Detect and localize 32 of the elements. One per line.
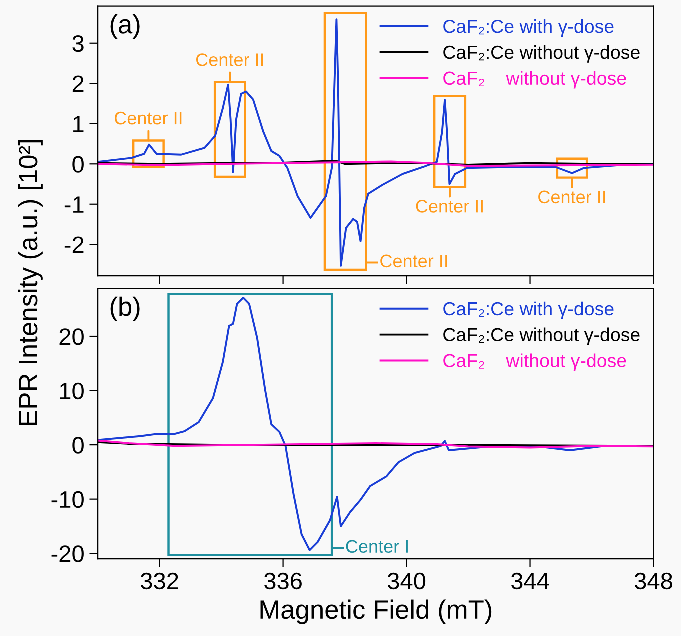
legend-label: CaF₂:Ce without γ-dose (444, 45, 640, 63)
y-axis-title: EPR Intensity (a.u.) [10²] (18, 140, 43, 426)
y-tick-label: 0 (72, 437, 84, 454)
legend-label: CaF₂ without γ-dose (444, 354, 626, 372)
annotation: Center II (538, 190, 606, 204)
chart-title: (a) (110, 14, 140, 40)
annotation: Center II (380, 254, 448, 268)
y-tick-label: 10 (60, 382, 84, 400)
y-tick-label: -10 (52, 491, 84, 508)
legend-label: CaF₂:Ce without γ-dose (444, 328, 640, 346)
y-tick-label: 0 (72, 156, 84, 173)
y-tick-label: 1 (74, 116, 84, 132)
x-tick-label: 344 (511, 572, 550, 590)
y-tick-label: 20 (60, 328, 84, 346)
x-tick-label: 332 (141, 572, 178, 590)
legend-label: CaF₂:Ce with γ-dose (444, 302, 614, 320)
y-tick-label: -2 (64, 236, 84, 254)
x-axis-title: Magnetic Field (mT) (260, 600, 492, 624)
annotation: Center I (346, 540, 408, 554)
chart-title: (b) (110, 296, 140, 322)
annotation: Center II (416, 200, 483, 213)
y-tick-label: 3 (72, 35, 84, 52)
x-tick-label: 340 (388, 572, 426, 590)
annotation: Center II (114, 112, 182, 125)
legend-label: CaF₂ without γ-dose (444, 71, 626, 89)
y-tick-label: -20 (52, 546, 84, 562)
y-tick-label: 2 (72, 76, 84, 92)
x-tick-label: 348 (634, 572, 672, 590)
y-tick-label: -1 (64, 196, 84, 213)
legend-label: CaF₂:Ce with γ-dose (444, 19, 614, 37)
x-tick-label: 336 (264, 572, 302, 590)
annotation: Center II (196, 54, 264, 66)
